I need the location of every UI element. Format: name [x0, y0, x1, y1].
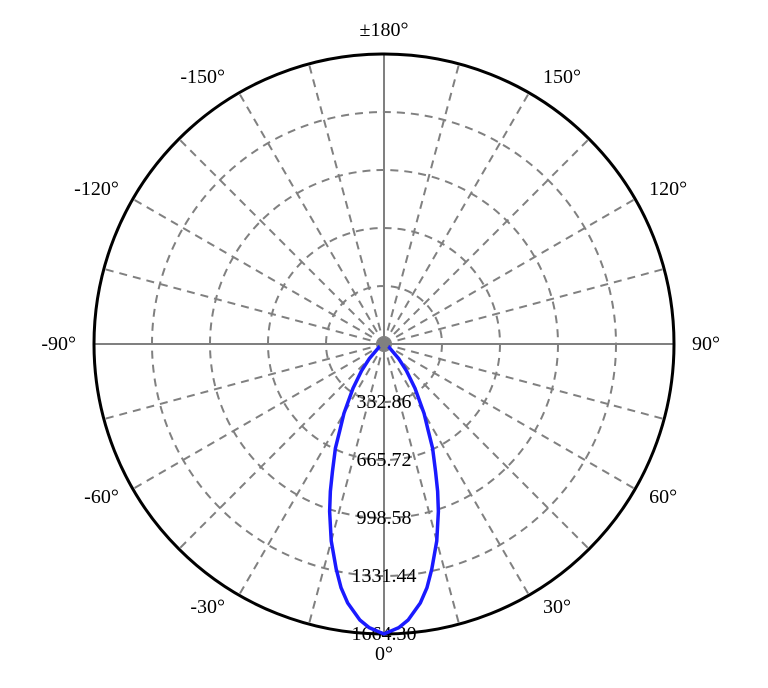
angle-label: -120° — [74, 178, 119, 200]
angle-label: ±180° — [360, 19, 409, 41]
grid-spoke — [384, 344, 589, 549]
radial-label: 1331.44 — [352, 565, 417, 587]
grid-spoke — [104, 269, 384, 344]
grid-spoke — [133, 344, 384, 489]
center-dot — [379, 339, 389, 349]
grid-spoke — [384, 269, 664, 344]
angle-label: -150° — [180, 66, 225, 88]
grid-spoke — [384, 64, 459, 344]
angle-label: 0° — [375, 643, 393, 665]
grid-spoke — [133, 199, 384, 344]
grid-spoke — [384, 199, 635, 344]
grid-spoke — [239, 93, 384, 344]
angle-label: 150° — [543, 66, 581, 88]
grid-spoke — [179, 344, 384, 549]
grid-spoke — [384, 139, 589, 344]
grid-spoke — [179, 139, 384, 344]
grid-spoke — [309, 64, 384, 344]
angle-label: 60° — [649, 486, 677, 508]
angle-label: -30° — [190, 596, 225, 618]
grid-spoke — [104, 344, 384, 419]
grid-spoke — [384, 344, 664, 419]
polar-chart: ±180° 150° 120° 90° 60° 30° 0° -30° -60° -90° -120… — [0, 0, 768, 688]
radial-label: 998.58 — [357, 507, 412, 529]
radial-label: 332.86 — [357, 391, 412, 413]
grid-spoke — [384, 344, 635, 489]
angle-label: -90° — [41, 333, 76, 355]
radial-label: 665.72 — [357, 449, 412, 471]
angle-label: -60° — [84, 486, 119, 508]
angle-label: 120° — [649, 178, 687, 200]
angle-label: 30° — [543, 596, 571, 618]
grid-spoke — [384, 93, 529, 344]
angle-label: 90° — [692, 333, 720, 355]
